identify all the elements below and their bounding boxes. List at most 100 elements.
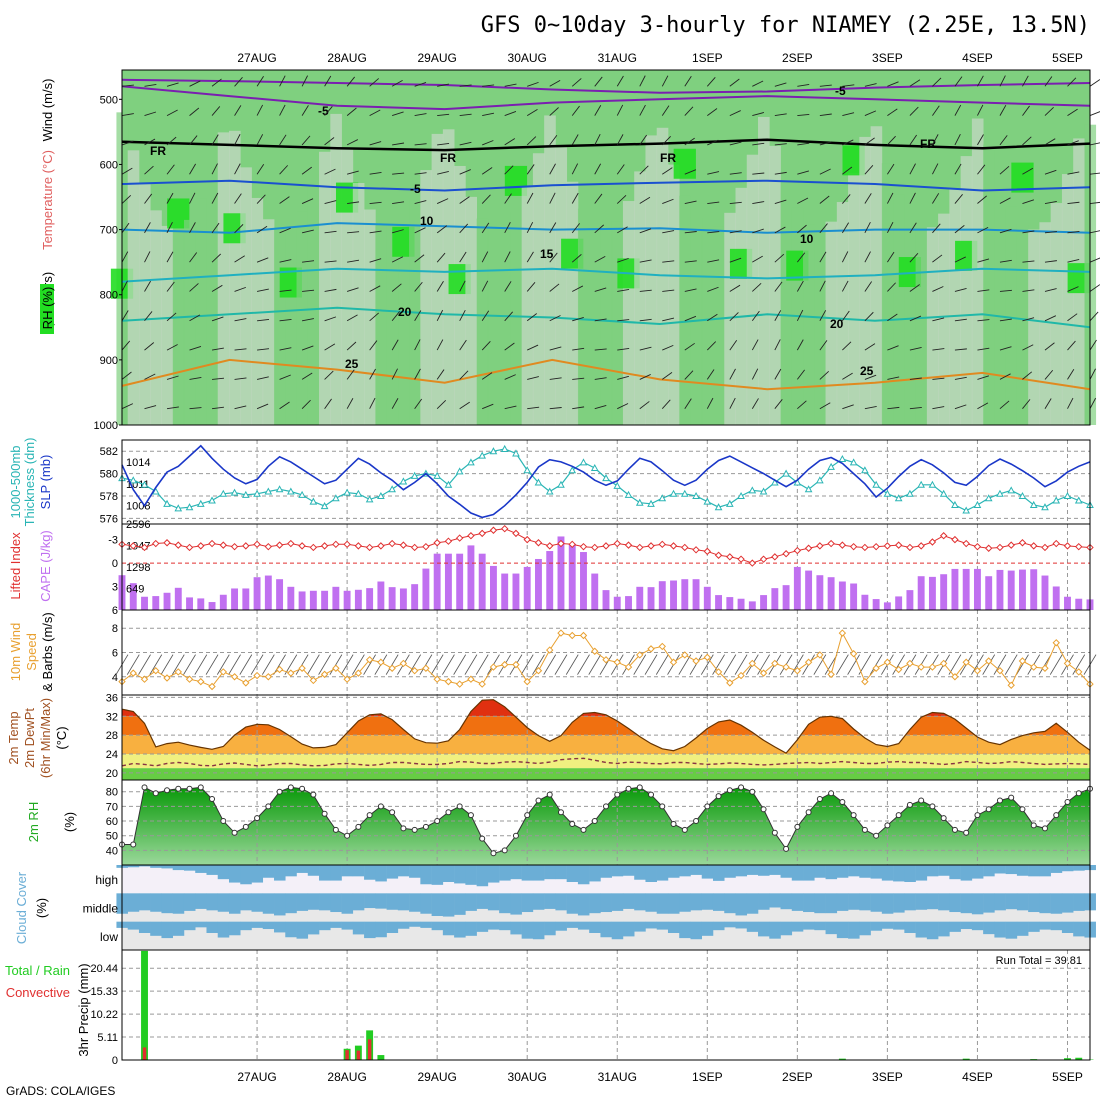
wind-barb — [639, 104, 646, 116]
wind-barb — [774, 171, 787, 175]
cape-bar — [399, 588, 407, 610]
li-point — [624, 541, 633, 549]
wind-barb — [234, 163, 241, 175]
wind-barb — [414, 310, 422, 322]
cloud-bar — [274, 893, 286, 916]
rh-point — [546, 791, 553, 798]
thickness-point — [838, 454, 847, 463]
wind-barb — [549, 79, 561, 87]
pressure-tick: 900 — [100, 355, 118, 367]
wind-barb — [1067, 171, 1080, 175]
rh-point — [175, 785, 182, 792]
temp-ytick: 36 — [106, 692, 118, 704]
wind-barb — [909, 106, 919, 116]
cloud-bar — [510, 893, 522, 915]
wind-barb — [211, 316, 224, 322]
cloud-level-label: low — [100, 930, 118, 944]
thickness-point — [568, 466, 577, 474]
surface-barb — [791, 654, 804, 675]
wind-barb — [932, 223, 941, 234]
cloud-bar — [499, 893, 511, 914]
cloud-bar — [679, 893, 691, 912]
thickness-point — [725, 499, 734, 507]
thickness-point — [185, 503, 194, 511]
rh-point — [951, 826, 958, 833]
wind-barb — [279, 259, 292, 263]
wind-barb — [729, 397, 736, 409]
wind-barb — [774, 226, 786, 234]
thickness-point — [996, 489, 1004, 497]
wind-barb — [864, 405, 877, 410]
wind-speed-point — [726, 679, 734, 687]
cape-bar — [748, 601, 756, 610]
cloud-bar — [138, 865, 151, 867]
cape-bar — [309, 590, 317, 610]
wind-barb — [977, 347, 990, 351]
cloud-bar — [352, 893, 365, 911]
wind-barb — [864, 164, 874, 175]
wind-barb — [639, 318, 652, 322]
li-point — [489, 526, 498, 534]
li-point — [410, 543, 419, 552]
rh-cell — [150, 210, 162, 425]
li-point — [647, 542, 655, 550]
rh-ytick: 70 — [106, 801, 118, 813]
thickness-point — [827, 462, 835, 470]
precip-total-bar — [141, 950, 148, 1060]
wind-barb — [797, 83, 810, 87]
precip-ytick: 5.11 — [97, 1032, 118, 1044]
rh-cell — [1005, 206, 1018, 425]
cape-bar — [535, 558, 542, 610]
thickness-point — [590, 463, 599, 471]
surface-barb — [464, 654, 478, 675]
wind-barb — [369, 78, 380, 87]
wind-barb — [549, 407, 562, 410]
top-time-label: 1SEP — [692, 51, 723, 65]
precip-ytick: 15.33 — [90, 986, 118, 998]
wind-barb — [121, 222, 130, 234]
cape-bar — [928, 576, 936, 610]
wind-barb — [661, 105, 670, 116]
wind-barb — [594, 348, 607, 351]
rh-cell — [228, 130, 241, 425]
cape-bar — [456, 553, 464, 610]
cloud-bar — [555, 865, 567, 880]
temp-bands — [122, 699, 1090, 780]
wind-barb — [211, 134, 219, 146]
cloud-bar — [870, 921, 883, 931]
cloud-bar — [577, 893, 590, 916]
rh-cell — [431, 133, 444, 425]
wind-barb — [436, 198, 449, 204]
wind-barb — [504, 138, 516, 146]
wind-barb — [707, 201, 720, 204]
li-point — [748, 559, 757, 567]
cloud-bar — [330, 865, 342, 881]
li-point — [264, 542, 273, 551]
rh-cell — [319, 151, 331, 425]
cloud-bar — [701, 893, 714, 910]
wind-barb — [662, 317, 675, 322]
li-point — [714, 551, 723, 559]
wind-barb — [279, 319, 292, 322]
cloud-bar — [285, 865, 297, 877]
wind-ytick: 8 — [112, 623, 118, 635]
wind-barb — [662, 372, 673, 380]
wind-barb — [121, 371, 132, 380]
wind-barb — [887, 108, 898, 116]
rh-point — [130, 841, 137, 848]
cloud-bar — [341, 865, 354, 877]
surface-barb — [757, 654, 770, 675]
wind-barb — [392, 201, 405, 204]
cloud-bar — [780, 921, 793, 936]
cloud-bar — [848, 893, 860, 910]
isotherm-2 — [121, 138, 1091, 152]
surface-barb — [318, 654, 331, 675]
wind-barb — [616, 164, 625, 175]
wind-barb — [1044, 369, 1054, 380]
wind-barb — [189, 163, 197, 175]
wind-barb — [572, 317, 584, 322]
wind-barb — [729, 78, 740, 87]
rh-point — [738, 784, 745, 791]
pressure-tick: 500 — [100, 94, 118, 106]
top-time-label: 5SEP — [1052, 51, 1083, 65]
